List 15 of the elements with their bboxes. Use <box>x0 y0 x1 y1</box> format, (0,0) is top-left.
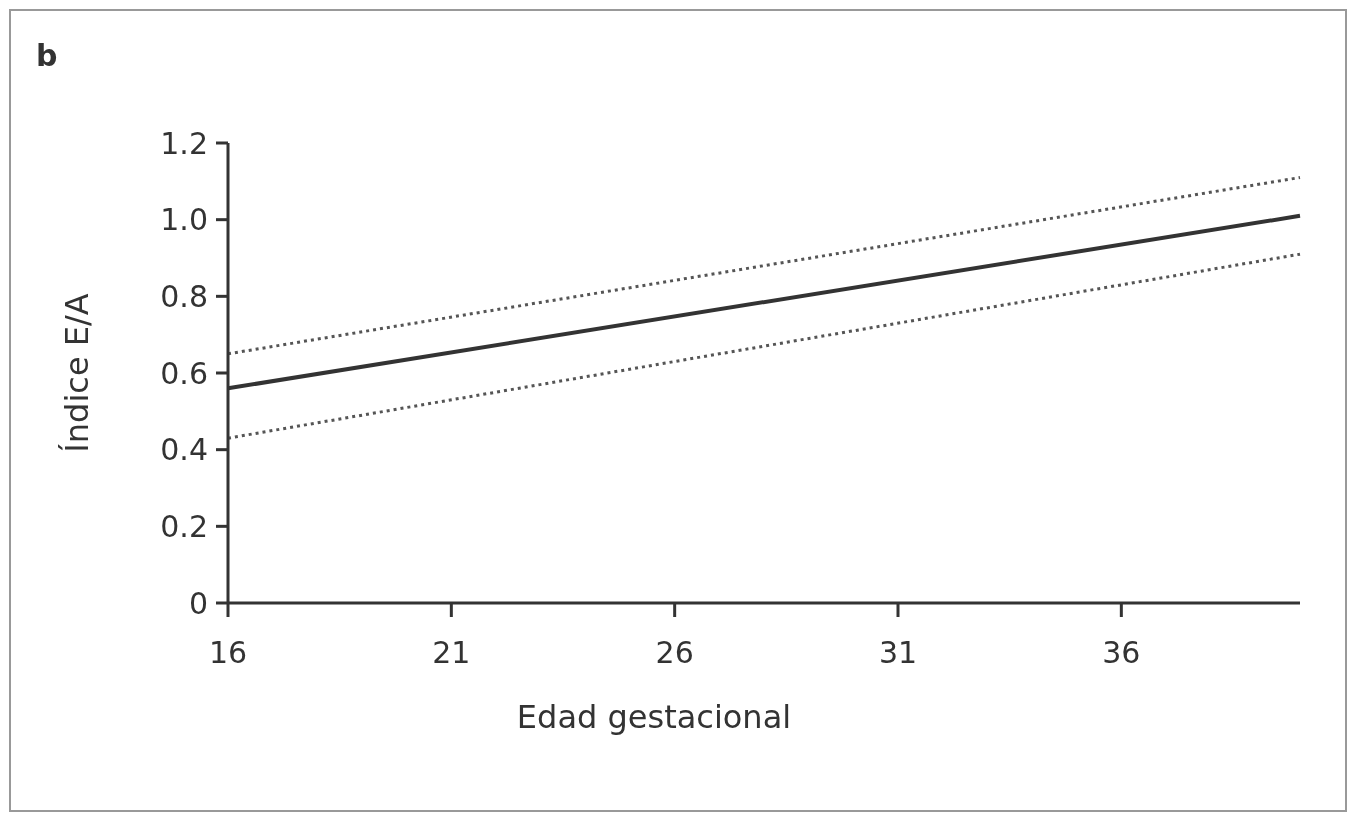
y-tick-label: 1.0 <box>160 202 208 238</box>
x-tick-label: 16 <box>208 635 248 670</box>
y-tick-label: 0.6 <box>160 355 208 391</box>
x-tick-label: 36 <box>1102 635 1141 670</box>
y-tick-label: 0.8 <box>160 278 208 314</box>
y-axis-title: Índice E/A <box>58 293 96 453</box>
y-tick-label: 0.2 <box>160 508 208 544</box>
x-tick-label: 26 <box>655 635 694 670</box>
y-tick-label: 0.4 <box>160 432 208 468</box>
x-axis-title: Edad gestacional <box>516 698 792 736</box>
y-tick-label: 0 <box>188 585 208 621</box>
x-tick-label: 21 <box>432 635 471 670</box>
chart-title: b <box>36 38 58 73</box>
x-tick-label: 31 <box>878 635 918 670</box>
y-tick-label: 1.2 <box>160 125 208 161</box>
